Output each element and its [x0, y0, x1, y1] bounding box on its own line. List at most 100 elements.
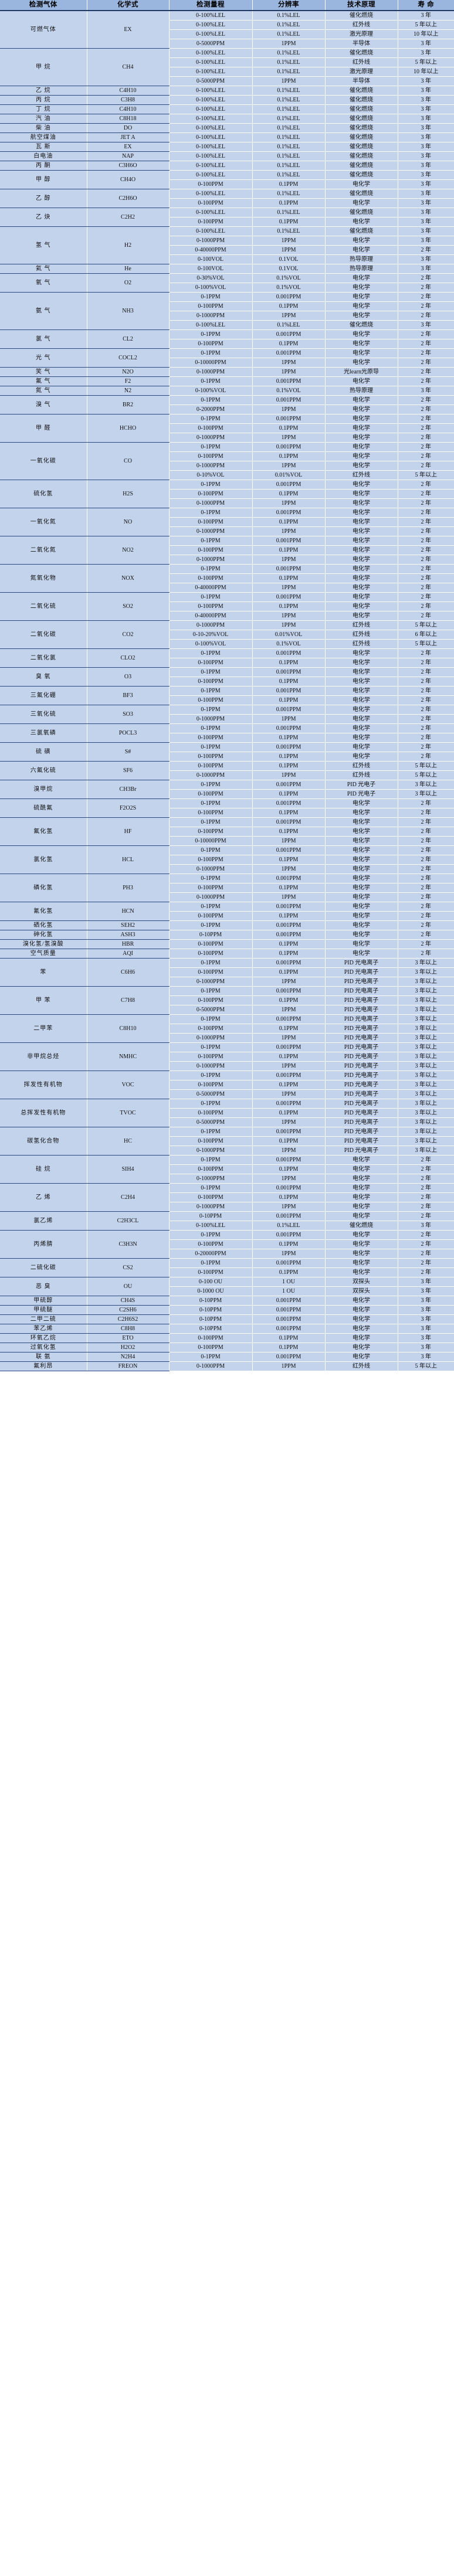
cell-lifetime: 3 年 [398, 132, 454, 142]
cell-resolution: 0.1PPM [252, 677, 326, 687]
cell-lifetime: 3 年 [398, 151, 454, 161]
cell-lifetime: 3 年 [398, 254, 454, 264]
cell-gas-name: 碳氢化合物 [0, 1127, 87, 1156]
table-row: 0-1000PPM 1PPM 电化学 2 年 [0, 498, 454, 508]
cell-technology: PID 光电离子 [325, 967, 398, 977]
table-row: 氟 气 F2 0-1PPM 0.001PPM 电化学 2 年 [0, 376, 454, 386]
cell-resolution: 1PPM [252, 433, 326, 443]
cell-technology: PID 光电离子 [325, 1099, 398, 1109]
cell-range: 0-1PPM [169, 414, 253, 424]
cell-chemical-formula: N2O [87, 367, 170, 377]
cell-lifetime: 2 年 [398, 1258, 454, 1268]
cell-technology: 红外线 [325, 1361, 398, 1371]
cell-lifetime: 2 年 [398, 1230, 454, 1240]
cell-resolution: 0.001PPM [252, 376, 326, 386]
cell-resolution: 0.1%LEL [252, 320, 326, 330]
cell-lifetime: 2 年 [398, 451, 454, 461]
cell-chemical-formula: C4H10 [87, 86, 170, 96]
cell-resolution: 1PPM [252, 76, 326, 86]
cell-chemical-formula: NH3 [87, 292, 170, 330]
cell-gas-name: 乙 醇 [0, 189, 87, 208]
cell-lifetime: 2 年 [398, 920, 454, 930]
column-header-gas: 检测气体 [0, 0, 87, 11]
cell-lifetime: 2 年 [398, 939, 454, 949]
cell-range: 0-10PPM [169, 1314, 253, 1324]
table-row: 0-100PPM 0.1PPM 电化学 2 年 [0, 601, 454, 611]
cell-range: 0-1000PPM [169, 236, 253, 246]
cell-lifetime: 2 年 [398, 348, 454, 358]
cell-resolution: 0.1PPM [252, 545, 326, 555]
cell-range: 0-1PPM [169, 798, 253, 808]
cell-technology: 电化学 [325, 1249, 398, 1259]
cell-range: 0-5000PPM [169, 1117, 253, 1127]
cell-resolution: 0.1PPM [252, 967, 326, 977]
cell-technology: 电化学 [325, 1296, 398, 1306]
cell-lifetime: 3 年以上 [398, 977, 454, 987]
cell-resolution: 0.1PPM [252, 179, 326, 189]
table-row: 0-100PPM 0.1PPM 电化学 2 年 [0, 733, 454, 743]
cell-resolution: 0.1PPM [252, 733, 326, 743]
cell-lifetime: 2 年 [398, 545, 454, 555]
table-row: 硒化氢 SEH2 0-1PPM 0.001PPM 电化学 2 年 [0, 920, 454, 930]
cell-range: 0-1PPM [169, 817, 253, 827]
cell-technology: 电化学 [325, 742, 398, 752]
cell-chemical-formula: PH3 [87, 874, 170, 902]
cell-range: 0-100%LEL [169, 48, 253, 58]
cell-lifetime: 3 年 [398, 208, 454, 218]
cell-lifetime: 2 年 [398, 405, 454, 414]
cell-range: 0-100PPM [169, 339, 253, 349]
cell-resolution: 0.1%LEL [252, 20, 326, 30]
cell-gas-name: 一氧化氮 [0, 508, 87, 536]
table-row: 0-1000PPM 1PPM 电化学 2 年 [0, 1174, 454, 1184]
cell-technology: 电化学 [325, 301, 398, 311]
cell-lifetime: 3 年以上 [398, 1117, 454, 1127]
table-row: 0-100PPM 0.1PPM 电化学 3 年 [0, 217, 454, 227]
cell-gas-name: 甲 醇 [0, 170, 87, 189]
cell-gas-name: 环氧乙烷 [0, 1333, 87, 1343]
cell-chemical-formula: NO [87, 508, 170, 536]
cell-technology: PID 光电离子 [325, 986, 398, 996]
cell-range: 0-100PPM [169, 451, 253, 461]
cell-range: 0-100PPM [169, 573, 253, 583]
cell-range: 0-100%VOL [169, 283, 253, 293]
cell-range: 0-5000PPM [169, 39, 253, 49]
cell-technology: 电化学 [325, 489, 398, 499]
cell-lifetime: 2 年 [398, 1192, 454, 1202]
cell-gas-name: 恶 臭 [0, 1277, 87, 1296]
cell-range: 0-1000PPM [169, 770, 253, 780]
cell-resolution: 0.1PPM [252, 695, 326, 705]
cell-range: 0-100PPM [169, 883, 253, 893]
cell-chemical-formula: SEH2 [87, 920, 170, 930]
table-row: 0-10000PPM 1PPM 电化学 2 年 [0, 358, 454, 368]
cell-resolution: 0.001PPM [252, 1155, 326, 1165]
gas-spec-table-page: 检测气体 化学式 检测量程 分辨率 技术原理 寿 命 可燃气体 EX 0-100%L… [0, 0, 454, 1371]
column-header-technology: 技术原理 [325, 0, 398, 11]
cell-range: 0-10PPM [169, 930, 253, 940]
cell-range: 0-1PPM [169, 1014, 253, 1024]
table-row: 溴 气 BR2 0-1PPM 0.001PPM 电化学 2 年 [0, 395, 454, 414]
table-row: 0-100%LEL 0.1%LEL 催化燃烧 3 年 [0, 1221, 454, 1231]
cell-resolution: 0.001PPM [252, 1099, 326, 1109]
cell-technology: 电化学 [325, 423, 398, 433]
cell-technology: 电化学 [325, 658, 398, 668]
cell-gas-name: 氢 气 [0, 226, 87, 264]
cell-resolution: 0.001PPM [252, 1352, 326, 1362]
cell-lifetime: 2 年 [398, 526, 454, 536]
cell-gas-name: 联 氨 [0, 1352, 87, 1362]
cell-chemical-formula: CL2 [87, 329, 170, 349]
cell-resolution: 0.1PPM [252, 1333, 326, 1343]
cell-lifetime: 2 年 [398, 489, 454, 499]
cell-range: 0-100%LEL [169, 189, 253, 199]
cell-technology: 电化学 [325, 667, 398, 677]
cell-range: 0-1PPM [169, 686, 253, 696]
cell-chemical-formula: OU [87, 1277, 170, 1296]
cell-lifetime: 3 年 [398, 1324, 454, 1334]
cell-chemical-formula: C2H3CL [87, 1211, 170, 1231]
cell-resolution: 1PPM [252, 864, 326, 874]
cell-range: 0-1000PPM [169, 1061, 253, 1071]
cell-resolution: 0.1VOL [252, 264, 326, 274]
table-row: 乙 醇 C2H6O 0-100%LEL 0.1%LEL 催化燃烧 3 年 [0, 189, 454, 208]
cell-resolution: 1 OU [252, 1277, 326, 1287]
cell-lifetime: 3 年 [398, 1333, 454, 1343]
cell-range: 0-1PPM [169, 1070, 253, 1080]
